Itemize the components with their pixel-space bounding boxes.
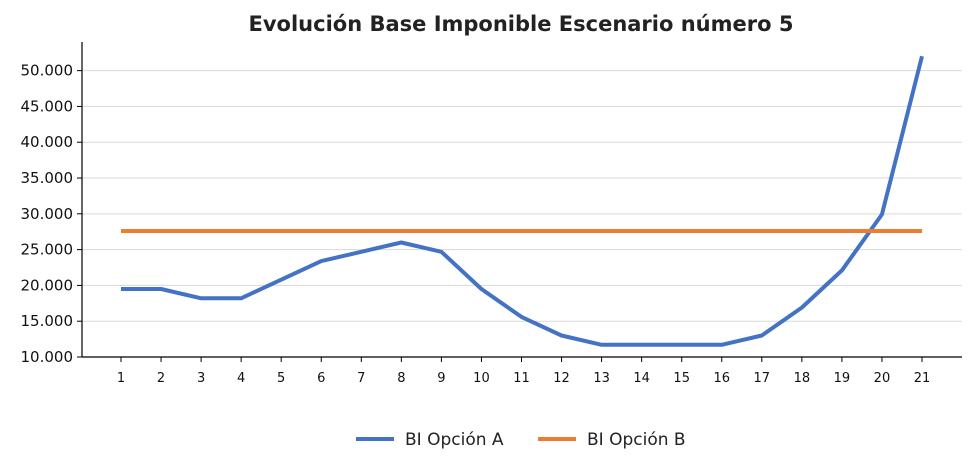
y-tick-label: 30.000 <box>21 205 74 223</box>
x-tick-label: 16 <box>713 371 730 386</box>
x-tick-label: 14 <box>633 371 650 386</box>
x-tick-label: 5 <box>277 371 285 386</box>
x-tick-label: 2 <box>157 371 165 386</box>
series-line-bi-opcion-a <box>121 55 924 347</box>
x-tick-label: 1 <box>117 371 125 386</box>
x-tick-label: 3 <box>197 371 205 386</box>
legend-label-bi-opcion-a: BI Opción A <box>405 430 504 450</box>
x-tick-label: 21 <box>914 371 931 386</box>
x-tick-label: 10 <box>473 371 490 386</box>
x-tick-label: 15 <box>673 371 690 386</box>
y-tick-label: 40.000 <box>21 133 74 151</box>
legend: BI Opción A BI Opción B <box>356 430 686 450</box>
x-tick-label: 8 <box>397 371 405 386</box>
y-tick-label: 10.000 <box>21 348 74 366</box>
y-tick-label: 35.000 <box>21 169 74 187</box>
x-tick-label: 6 <box>317 371 325 386</box>
x-tick-label: 20 <box>874 371 891 386</box>
x-tick-label: 13 <box>593 371 610 386</box>
x-tick-label: 7 <box>357 371 365 386</box>
series <box>121 55 924 347</box>
chart-title: Evolución Base Imponible Escenario númer… <box>249 12 794 36</box>
y-tick-label: 15.000 <box>21 312 74 330</box>
y-tick-label: 45.000 <box>21 97 74 115</box>
y-axis-ticks: 10.000 15.000 20.000 25.000 30.000 35.000 40.0… <box>21 62 82 366</box>
x-tick-label: 19 <box>834 371 851 386</box>
x-tick-label: 18 <box>794 371 811 386</box>
x-tick-label: 17 <box>754 371 771 386</box>
y-tick-label: 20.000 <box>21 276 74 294</box>
x-tick-label: 4 <box>237 371 245 386</box>
y-tick-label: 25.000 <box>21 241 74 259</box>
legend-label-bi-opcion-b: BI Opción B <box>587 430 686 450</box>
axes <box>81 42 962 358</box>
x-tick-label: 9 <box>437 371 445 386</box>
x-tick-label: 12 <box>553 371 570 386</box>
x-axis-ticks: 1 2 3 4 5 6 7 8 9 10 11 12 13 14 15 16 17 18 19 20 21 <box>117 357 930 386</box>
grid <box>82 70 962 358</box>
x-tick-label: 11 <box>513 371 530 386</box>
y-tick-label: 50.000 <box>21 62 74 80</box>
